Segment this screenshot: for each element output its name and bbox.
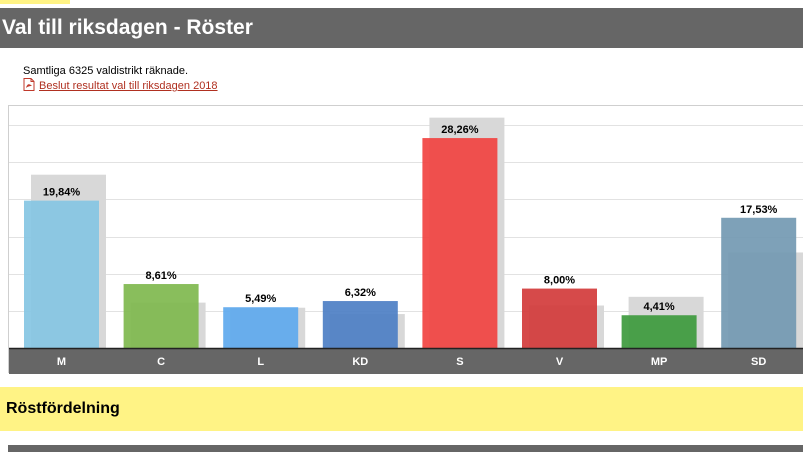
result-document-link[interactable]: Beslut resultat val till riksdagen 2018	[39, 80, 218, 92]
bottom-header-bar	[8, 445, 803, 452]
top-accent-strip	[0, 0, 70, 4]
result-bar-m	[24, 200, 99, 348]
category-label-sd: SD	[751, 356, 766, 368]
category-axis-bar	[9, 348, 803, 374]
section-title: Röstfördelning	[6, 400, 120, 417]
result-bar-v	[522, 288, 597, 348]
pdf-icon	[23, 78, 35, 91]
result-bar-mp	[621, 315, 697, 348]
category-label-l: L	[257, 356, 264, 368]
page-title: Val till riksdagen - Röster	[2, 16, 253, 39]
data-label-s: 28,26%	[441, 124, 479, 136]
result-bar-kd	[322, 301, 398, 348]
data-label-sd: 17,53%	[740, 204, 778, 216]
votes-chart: 19,84% 8,61% 5,49% 6,32% 28,26% 8,00% 4,41% 17,…	[8, 105, 803, 374]
data-label-mp: 4,41%	[643, 301, 674, 313]
data-label-v: 8,00%	[544, 275, 575, 287]
category-label-m: M	[57, 356, 66, 368]
districts-counted-text: Samtliga 6325 valdistrikt räknade.	[23, 65, 189, 77]
votes-bar-chart: 19,84% 8,61% 5,49% 6,32% 28,26% 8,00% 4,41% 17,…	[9, 117, 803, 374]
category-label-s: S	[456, 356, 463, 368]
result-bar-l	[223, 307, 299, 348]
category-label-kd: KD	[352, 356, 368, 368]
category-label-v: V	[556, 356, 564, 368]
data-label-m: 19,84%	[43, 187, 81, 199]
category-label-mp: MP	[651, 356, 668, 368]
result-bar-c	[123, 284, 199, 348]
vote-distribution-section[interactable]: Röstfördelning	[0, 387, 803, 431]
result-bar-s	[422, 138, 498, 348]
category-label-c: C	[157, 356, 165, 368]
data-label-c: 8,61%	[145, 270, 176, 282]
data-label-kd: 6,32%	[345, 287, 376, 299]
page-header: Val till riksdagen - Röster	[0, 8, 803, 48]
result-document-link-row: Beslut resultat val till riksdagen 2018	[23, 78, 218, 92]
result-bar-sd	[721, 217, 797, 348]
data-label-l: 5,49%	[245, 293, 276, 305]
